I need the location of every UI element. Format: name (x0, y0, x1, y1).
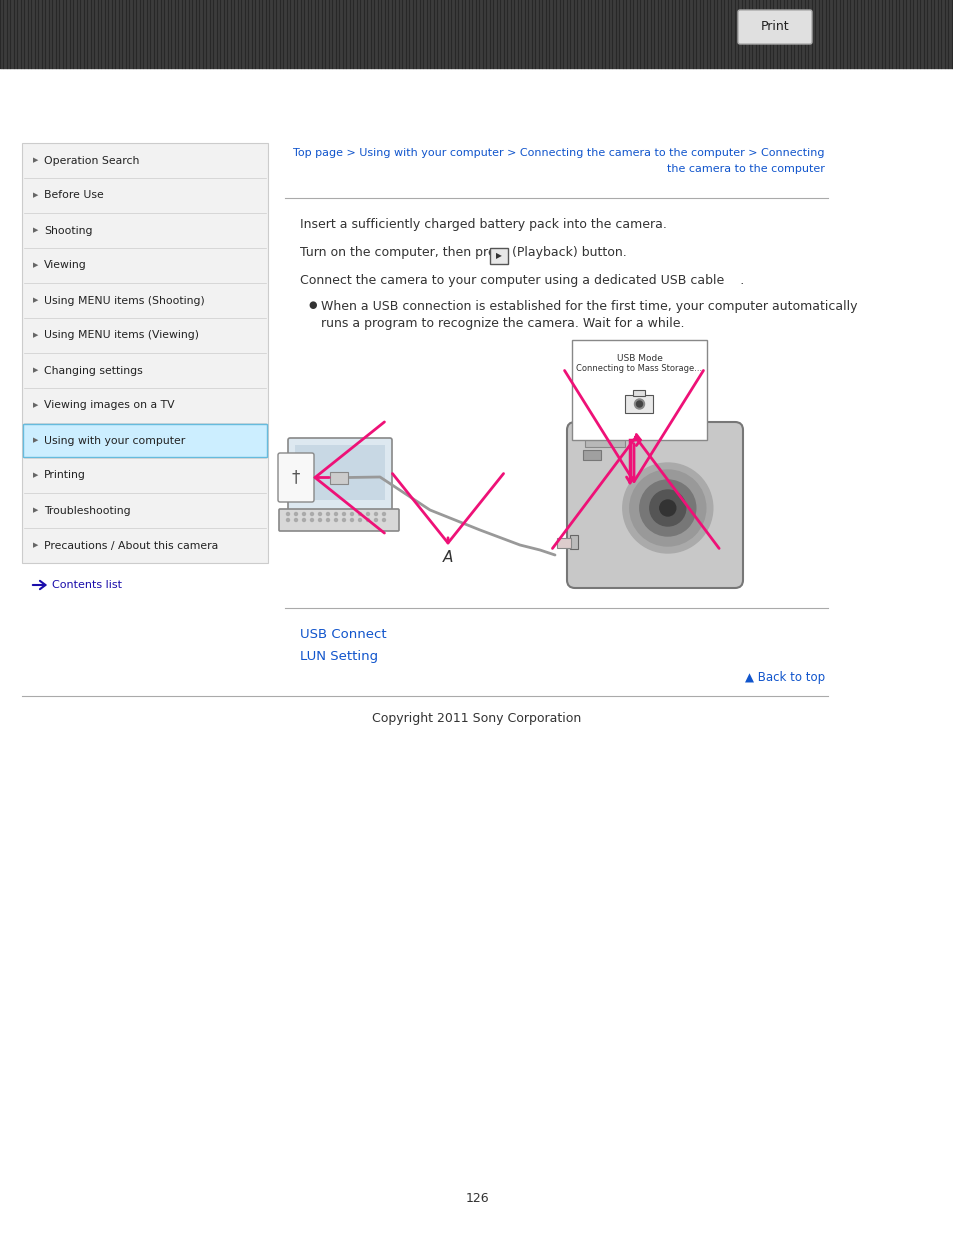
Circle shape (335, 513, 337, 515)
Bar (582, 450, 600, 459)
Text: runs a program to recognize the camera. Wait for a while.: runs a program to recognize the camera. … (320, 317, 684, 330)
Circle shape (318, 519, 321, 521)
Circle shape (629, 471, 705, 546)
Circle shape (326, 519, 329, 521)
Circle shape (350, 513, 354, 515)
Text: Operation Search: Operation Search (44, 156, 139, 165)
Bar (23, 424, 267, 457)
Bar (330, 472, 348, 483)
Circle shape (342, 519, 345, 521)
Circle shape (366, 519, 369, 521)
Text: Print: Print (760, 21, 788, 33)
Text: †: † (292, 468, 300, 487)
Text: USB Connect: USB Connect (299, 629, 386, 641)
Text: USB Mode: USB Mode (616, 354, 661, 363)
Circle shape (310, 513, 314, 515)
Text: LUN Setting: LUN Setting (299, 650, 377, 663)
Circle shape (318, 513, 321, 515)
Text: When a USB connection is established for the first time, your computer automatic: When a USB connection is established for… (320, 300, 857, 312)
Text: Using with your computer: Using with your computer (44, 436, 185, 446)
Text: Copyright 2011 Sony Corporation: Copyright 2011 Sony Corporation (372, 713, 581, 725)
Text: A: A (442, 550, 453, 564)
FancyBboxPatch shape (288, 438, 392, 513)
Text: Printing: Printing (44, 471, 86, 480)
Circle shape (375, 519, 377, 521)
Circle shape (310, 519, 314, 521)
Circle shape (350, 519, 354, 521)
Text: ▶: ▶ (33, 473, 39, 478)
Circle shape (636, 401, 641, 408)
Text: Before Use: Before Use (44, 190, 104, 200)
Circle shape (302, 519, 305, 521)
Bar (490, 248, 507, 264)
Text: ▶: ▶ (33, 298, 39, 304)
FancyBboxPatch shape (278, 509, 398, 531)
Bar (557, 538, 571, 548)
FancyBboxPatch shape (277, 453, 314, 501)
Circle shape (634, 399, 644, 409)
Text: Using MENU items (Viewing): Using MENU items (Viewing) (44, 331, 199, 341)
Text: (Playback) button.: (Playback) button. (512, 246, 626, 259)
Circle shape (382, 519, 385, 521)
Text: ▶: ▶ (33, 437, 39, 443)
Text: the camera to the computer: the camera to the computer (666, 164, 824, 174)
Text: Turn on the computer, then press: Turn on the computer, then press (299, 246, 508, 259)
Bar (572, 340, 706, 440)
Circle shape (366, 513, 369, 515)
Bar (22, 143, 268, 563)
Text: Troubleshooting: Troubleshooting (44, 505, 131, 515)
Circle shape (302, 513, 305, 515)
Circle shape (358, 513, 361, 515)
Text: Contents list: Contents list (52, 580, 122, 590)
Text: ▶: ▶ (33, 263, 39, 268)
Circle shape (286, 519, 289, 521)
Circle shape (326, 513, 329, 515)
Circle shape (639, 480, 695, 536)
Text: Viewing: Viewing (44, 261, 87, 270)
Circle shape (286, 513, 289, 515)
Bar (633, 390, 645, 396)
Text: Changing settings: Changing settings (44, 366, 143, 375)
Circle shape (649, 490, 685, 526)
Text: ▶: ▶ (33, 368, 39, 373)
Text: ▶: ▶ (33, 403, 39, 409)
Text: Insert a sufficiently charged battery pack into the camera.: Insert a sufficiently charged battery pa… (299, 219, 666, 231)
Circle shape (622, 463, 712, 553)
Text: Connecting to Mass Storage...: Connecting to Mass Storage... (576, 364, 701, 373)
Circle shape (382, 513, 385, 515)
FancyBboxPatch shape (566, 422, 742, 588)
Bar (0, 0, 953, 68)
Circle shape (659, 500, 675, 516)
Circle shape (335, 519, 337, 521)
Bar (584, 435, 624, 447)
Text: Using MENU items (Shooting): Using MENU items (Shooting) (44, 295, 205, 305)
Text: ▶: ▶ (33, 227, 39, 233)
Text: Precautions / About this camera: Precautions / About this camera (44, 541, 218, 551)
Circle shape (358, 519, 361, 521)
Bar (294, 445, 385, 500)
Circle shape (294, 513, 297, 515)
FancyBboxPatch shape (738, 10, 811, 44)
Text: Connect the camera to your computer using a dedicated USB cable    .: Connect the camera to your computer usin… (299, 274, 743, 287)
Text: ▶: ▶ (496, 252, 501, 261)
Bar (569, 535, 578, 550)
Text: Shooting: Shooting (44, 226, 92, 236)
Text: ▲ Back to top: ▲ Back to top (744, 671, 824, 684)
Bar (625, 395, 653, 412)
Text: ▶: ▶ (33, 542, 39, 548)
Text: ▶: ▶ (33, 193, 39, 199)
Circle shape (375, 513, 377, 515)
Text: Viewing images on a TV: Viewing images on a TV (44, 400, 174, 410)
Text: ●: ● (308, 300, 316, 310)
Text: 126: 126 (465, 1192, 488, 1205)
Text: Top page > Using with your computer > Connecting the camera to the computer > Co: Top page > Using with your computer > Co… (294, 148, 824, 158)
Text: ▶: ▶ (33, 508, 39, 514)
Text: ▶: ▶ (33, 332, 39, 338)
Circle shape (342, 513, 345, 515)
Circle shape (294, 519, 297, 521)
Text: ▶: ▶ (33, 158, 39, 163)
